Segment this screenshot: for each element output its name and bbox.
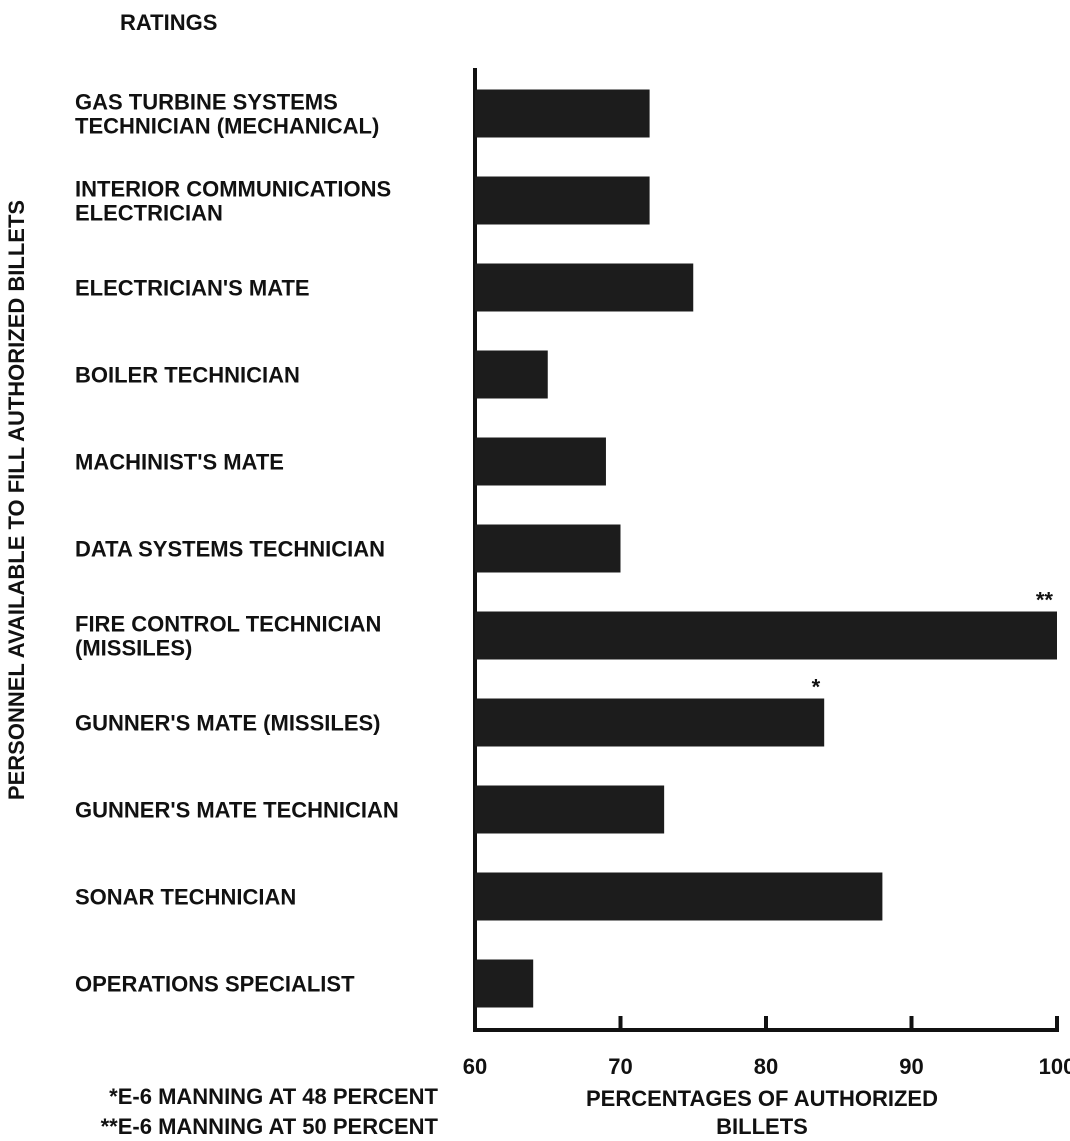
category-label: ELECTRICIAN'S MATE (75, 276, 310, 301)
bar (475, 524, 621, 573)
category-label: INTERIOR COMMUNICATIONS (75, 177, 391, 202)
chart-title: RATINGS (120, 10, 217, 35)
category-label: GUNNER'S MATE TECHNICIAN (75, 798, 399, 823)
footnote-marker: ** (1036, 588, 1054, 613)
x-tick-label: 70 (608, 1054, 632, 1079)
category-label: BOILER TECHNICIAN (75, 363, 300, 388)
x-tick-label: 100 (1039, 1054, 1070, 1079)
x-tick-label: 60 (463, 1054, 487, 1079)
x-axis-label-line: BILLETS (716, 1114, 808, 1139)
footnotes: *E-6 MANNING AT 48 PERCENT **E-6 MANNING … (101, 1084, 439, 1139)
bar (475, 611, 1057, 660)
category-label: TECHNICIAN (MECHANICAL) (75, 114, 379, 139)
bars-group: *** (475, 89, 1057, 1008)
footnote-marker: * (812, 675, 821, 700)
category-label: (MISSILES) (75, 636, 192, 661)
y-axis-label: PERSONNEL AVAILABLE TO FILL AUTHORIZED B… (4, 200, 29, 800)
x-tick-label: 90 (899, 1054, 923, 1079)
category-label: GUNNER'S MATE (MISSILES) (75, 711, 381, 736)
category-label: MACHINIST'S MATE (75, 450, 284, 475)
bar (475, 872, 883, 921)
category-label: FIRE CONTROL TECHNICIAN (75, 612, 381, 637)
category-label: DATA SYSTEMS TECHNICIAN (75, 537, 385, 562)
category-label: ELECTRICIAN (75, 201, 223, 226)
bar (475, 785, 665, 834)
bar (475, 263, 694, 312)
bar (475, 437, 606, 486)
footnote: **E-6 MANNING AT 50 PERCENT (101, 1114, 439, 1139)
x-axis-label-line: PERCENTAGES OF AUTHORIZED (586, 1086, 938, 1111)
x-axis-label: PERCENTAGES OF AUTHORIZED BILLETS (586, 1086, 938, 1139)
category-label: SONAR TECHNICIAN (75, 885, 296, 910)
category-label: GAS TURBINE SYSTEMS (75, 90, 338, 115)
bar (475, 350, 548, 399)
x-tick-label: 80 (754, 1054, 778, 1079)
bar (475, 89, 650, 138)
category-label: OPERATIONS SPECIALIST (75, 972, 355, 997)
footnote: *E-6 MANNING AT 48 PERCENT (109, 1084, 438, 1109)
bar (475, 698, 825, 747)
x-ticks: 60 70 80 90 100 (463, 1016, 1070, 1079)
bar (475, 176, 650, 225)
bar (475, 959, 534, 1008)
